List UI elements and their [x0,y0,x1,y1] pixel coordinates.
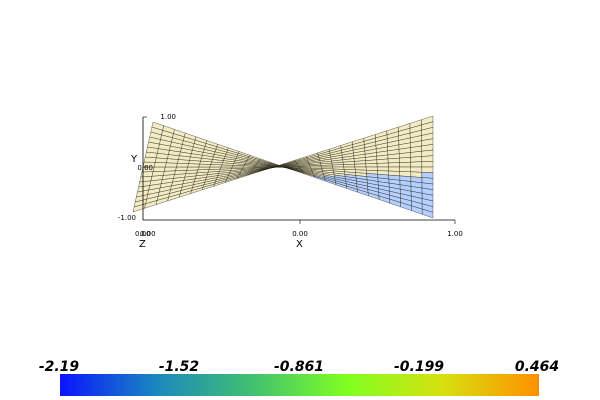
surface-cell [376,162,389,168]
scalar-bar-label-4: -0.199 [394,359,444,375]
surface-cell [151,171,165,177]
scalar-bar-label-2: -1.52 [159,359,199,375]
surface-cell [197,166,211,171]
surface-cell [399,157,411,163]
surface-cell [410,166,423,173]
surface-cell [153,162,167,168]
surface-cell [422,208,434,219]
scalar-bar-gradient [60,374,539,396]
scalar-bar-label-max: 0.464 [515,359,559,375]
surface-cell [399,162,411,168]
surface-cell [165,162,178,168]
surface-cell [365,159,378,164]
surface-cell [186,166,200,171]
surface-cell [220,166,233,170]
surface-cell [174,170,187,175]
surface-cell [387,157,400,164]
y-tick-label-top: 1.00 [160,113,176,121]
surface-cell [376,158,389,164]
z-axis-label: Z [139,239,146,250]
axes: 1.00 0.00 -1.00 Y 0.00 0.00 0.00 1.00 Z … [118,113,463,250]
surface-cell [231,166,244,169]
surface-cell [365,163,378,168]
surface-cell [242,166,255,169]
y-tick-label-bottom: -1.00 [118,214,136,222]
surface-cell [399,166,411,172]
x-tick-label-end: 1.00 [447,230,463,238]
x-tick-label-origin: 0.00 [140,230,156,238]
surface-cell [152,166,166,172]
surface-cell [175,166,188,171]
z-tick-label: 0.00 [135,230,151,238]
surface-cell [309,165,322,168]
surface-cell [377,166,389,172]
y-axis-label: Y [130,154,138,165]
surface-cell [421,155,434,162]
surface-cell [410,161,422,168]
surface-cell [164,166,177,172]
scalar-bar-label-3: -0.861 [274,359,324,375]
surface-cell [354,163,367,168]
surface-cell [388,162,400,168]
scalar-bar-label-min: -2.19 [39,359,80,375]
wireframe-surface[interactable] [132,115,434,219]
surface-cell [421,161,434,168]
y-tick-label-mid: 0.00 [137,164,153,172]
x-tick-label-mid: 0.00 [292,230,308,238]
surface-cell [421,172,434,179]
surface-cell [421,149,434,157]
surface-cell [331,164,345,168]
surface-cell [320,164,333,168]
surface-cell [176,163,189,168]
surface-cell [365,166,378,171]
surface-cell [208,166,222,170]
scalar-bar: -2.19 -1.52 -0.861 -0.199 0.464 [39,359,559,396]
surface-cell [343,164,356,168]
surface-cell [354,160,366,165]
surface-cell [410,156,422,163]
x-axis-label: X [296,239,303,250]
surface-cell [421,166,434,173]
surface-cell [163,170,176,176]
surface-cell [388,166,400,172]
